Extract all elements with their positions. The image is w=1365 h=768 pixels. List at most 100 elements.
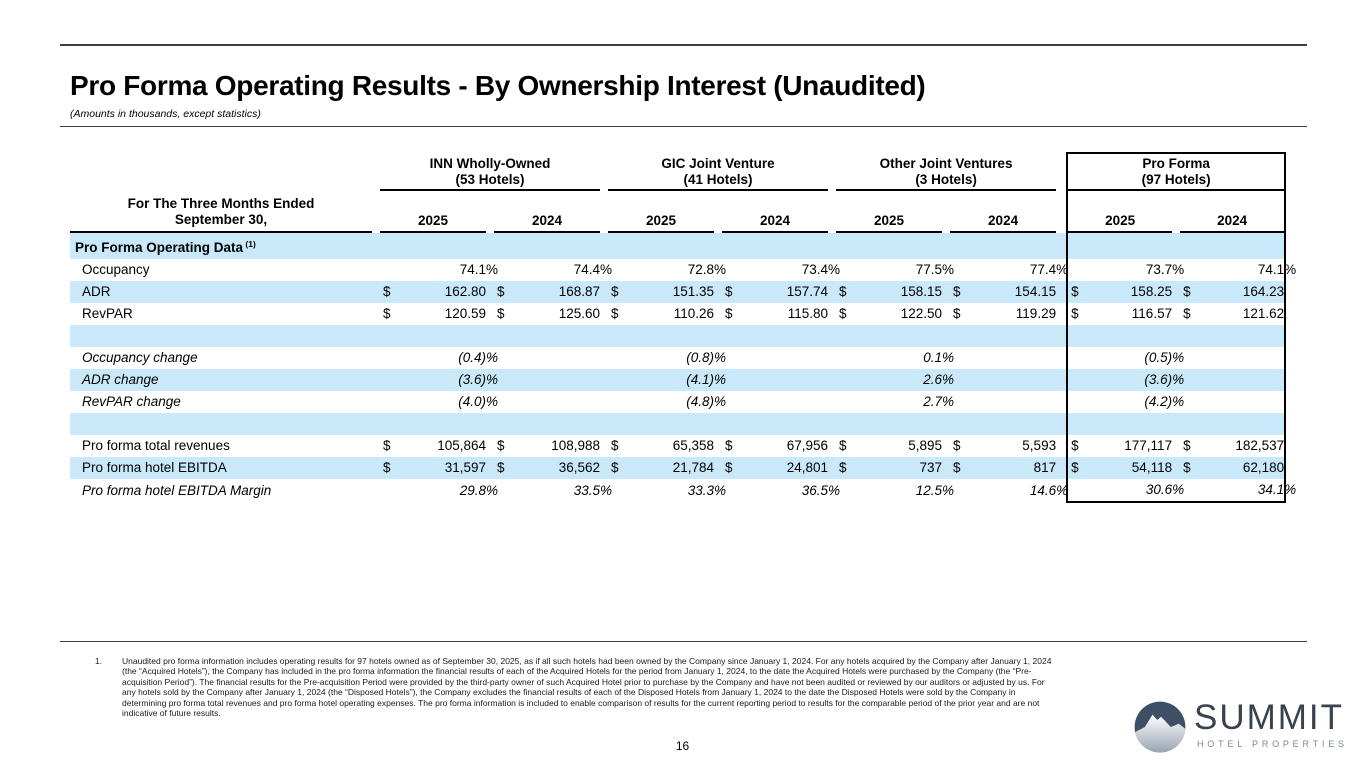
value-cell (402, 325, 486, 347)
footnote-number: 1. (95, 656, 103, 666)
value-cell: 115.80 (787, 306, 829, 321)
spacer-cell (372, 457, 380, 479)
spacer-cell (1172, 233, 1180, 259)
footnote-divider (60, 641, 1307, 642)
spacer-cell (828, 303, 836, 325)
value-cell (1202, 233, 1287, 259)
spacer-cell (1056, 303, 1066, 325)
value-cell: 125.60 (558, 306, 601, 321)
dollar-sign-cell (1066, 479, 1089, 503)
dollar-sign-cell (380, 347, 402, 369)
value-cell (516, 347, 600, 369)
dollar-sign-cell (380, 233, 402, 259)
value-cell: (4.0)% (458, 394, 499, 409)
row-label: Pro Forma Operating Data (1) (75, 239, 256, 255)
spacer-cell (714, 281, 722, 303)
dollar-sign-cell (608, 413, 630, 435)
dollar-sign-cell (1180, 413, 1202, 435)
dollar-sign-cell: $ (725, 284, 733, 299)
dollar-sign-cell (1180, 479, 1203, 503)
dollar-sign-cell: $ (839, 306, 847, 321)
title-divider (60, 126, 1307, 127)
dollar-sign-cell: $ (383, 306, 391, 321)
spacer-cell (600, 303, 608, 325)
spacer-cell (486, 325, 494, 347)
spacer-cell (828, 347, 836, 369)
value-cell (516, 391, 600, 413)
value-cell: 73.7 % (1145, 262, 1185, 277)
row-label: Pro forma hotel EBITDA Margin (82, 483, 272, 498)
spacer-cell (828, 457, 836, 479)
dollar-sign-cell (494, 233, 516, 259)
spacer-cell (600, 413, 608, 435)
mountain-circle-icon (1133, 700, 1187, 754)
spacer-cell (1056, 435, 1066, 457)
value-cell (972, 347, 1056, 369)
dollar-sign-cell: $ (383, 438, 391, 453)
spacer-cell (828, 435, 836, 457)
dollar-sign-cell (950, 233, 972, 259)
value-cell: 157.74 (786, 284, 829, 299)
spacer-cell (372, 233, 380, 259)
dollar-sign-cell (722, 233, 744, 259)
spacer-cell (486, 233, 494, 259)
spacer-cell (372, 303, 380, 325)
spacer-cell (828, 413, 836, 435)
year-header-proforma-2025: 2025 (1066, 191, 1173, 233)
dollar-sign-cell: $ (1066, 457, 1088, 479)
value-cell (1202, 391, 1287, 413)
value-cell: 177,117 (1124, 438, 1173, 453)
spacer-cell (1172, 325, 1180, 347)
operating-results-table: For The Three Months Ended September 30,… (70, 152, 1296, 503)
table-row: ADR change (3.6)% (4.1)% 2.6 % (3.6)% (70, 369, 1287, 391)
dollar-sign-cell: $ (725, 306, 733, 321)
value-cell: 31,597 (444, 460, 486, 475)
value-cell: (3.6)% (458, 372, 499, 387)
table-body: Pro Forma Operating Data (1) Occupancy 74.… (70, 233, 1296, 503)
year-header-row: 2025 2024 2025 2024 2025 2024 2025 2024 (70, 191, 1287, 233)
value-cell: (0.8)% (686, 350, 727, 365)
row-label: RevPAR change (82, 394, 181, 409)
value-cell (402, 413, 486, 435)
dollar-sign-cell: $ (611, 284, 619, 299)
period-header: For The Three Months Ended September 30, (70, 152, 372, 233)
footnote: 1. Unaudited pro forma information inclu… (95, 656, 1070, 718)
dollar-sign-cell (836, 391, 858, 413)
spacer-cell (372, 435, 380, 457)
group-header-inn-wholly-owned: INN Wholly-Owned (53 Hotels) (380, 152, 601, 191)
value-cell (858, 413, 942, 435)
dollar-sign-cell: $ (611, 306, 619, 321)
value-cell (972, 413, 1056, 435)
spacer-cell (486, 191, 494, 233)
spacer-cell (1172, 413, 1180, 435)
dollar-sign-cell (1066, 259, 1088, 281)
table-row: RevPAR $120.59 $125.60 $110.26 $115.80 $122.5… (70, 303, 1287, 325)
spacer-cell (372, 347, 380, 369)
group-header-gic-joint-venture: GIC Joint Venture (41 Hotels) (608, 152, 829, 191)
dollar-sign-cell (608, 369, 630, 391)
value-cell: 36.5 % (801, 483, 841, 498)
spacer-cell (1172, 479, 1181, 503)
value-cell: 5,895 (908, 438, 943, 453)
value-cell (516, 325, 600, 347)
value-cell: 0.1 % (923, 350, 955, 365)
spacer-cell (600, 152, 608, 191)
page-number: 16 (675, 739, 690, 753)
value-cell: 168.87 (558, 284, 601, 299)
spacer-cell (1056, 233, 1066, 259)
value-cell: 30.6 % (1088, 479, 1184, 503)
dollar-sign-cell: $ (611, 460, 619, 475)
spacer-cell (828, 325, 836, 347)
dollar-sign-cell: $ (953, 306, 961, 321)
dollar-sign-cell: $ (725, 438, 733, 453)
spacer-cell (714, 191, 722, 233)
value-cell: 24,801 (786, 460, 829, 475)
spacer-cell (372, 259, 380, 281)
value-cell (744, 391, 828, 413)
spacer-cell (1056, 152, 1066, 191)
spacer-cell (714, 303, 722, 325)
table-row: Occupancy 74.1 % 74.4 % 72.8 % 73.4 % 77.5 % 7… (70, 259, 1296, 281)
spacer-cell (942, 435, 950, 457)
spacer-cell (600, 435, 608, 457)
value-cell: 5,593 (1022, 438, 1057, 453)
